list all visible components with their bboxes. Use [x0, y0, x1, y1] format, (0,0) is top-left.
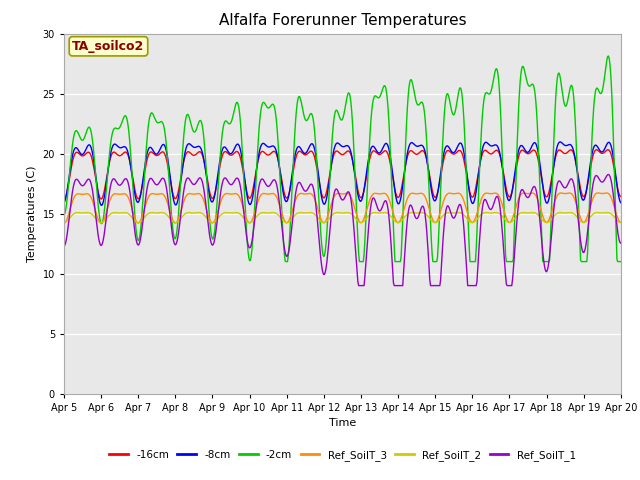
Ref_SoilT_1 [334, 188, 342, 193]
Ref_SoilT_2 [182, 210, 190, 216]
Legend: -16cm, -8cm, -2cm, Ref_SoilT_3, Ref_SoilT_2, Ref_SoilT_1: -16cm, -8cm, -2cm, Ref_SoilT_3, Ref_Soil… [105, 445, 580, 465]
Line: -16cm: -16cm [64, 150, 621, 199]
-2cm [182, 114, 190, 120]
-8cm [617, 200, 625, 205]
Ref_SoilT_3 [60, 220, 68, 226]
Ref_SoilT_1 [182, 177, 190, 183]
-2cm [60, 213, 68, 218]
X-axis label: Time: Time [329, 418, 356, 428]
Ref_SoilT_3 [603, 190, 611, 196]
Ref_SoilT_2 [60, 220, 68, 226]
-2cm [566, 84, 574, 90]
Ref_SoilT_2 [335, 210, 342, 216]
Text: TA_soilco2: TA_soilco2 [72, 40, 145, 53]
-8cm [389, 171, 397, 177]
-2cm [282, 259, 290, 264]
Ref_SoilT_1 [355, 283, 362, 288]
Ref_SoilT_2 [444, 210, 451, 216]
-16cm [604, 147, 611, 153]
-16cm [334, 148, 342, 154]
-2cm [335, 111, 342, 117]
Ref_SoilT_1 [444, 203, 451, 209]
-16cm [617, 193, 625, 199]
-8cm [568, 143, 575, 148]
-8cm [335, 141, 342, 146]
Y-axis label: Temperatures (C): Temperatures (C) [27, 165, 37, 262]
-2cm [389, 206, 397, 212]
Ref_SoilT_1 [60, 243, 68, 249]
-2cm [444, 91, 451, 96]
-8cm [557, 139, 564, 145]
-8cm [60, 200, 68, 205]
Ref_SoilT_3 [617, 219, 625, 225]
Ref_SoilT_3 [334, 191, 342, 196]
Ref_SoilT_1 [605, 171, 612, 177]
Ref_SoilT_3 [206, 217, 214, 223]
-8cm [183, 143, 191, 149]
Ref_SoilT_3 [443, 192, 451, 197]
-16cm [60, 196, 68, 202]
Ref_SoilT_2 [195, 210, 202, 216]
-2cm [617, 259, 625, 264]
-16cm [182, 151, 190, 156]
-2cm [206, 222, 214, 228]
Ref_SoilT_1 [206, 236, 214, 241]
Line: Ref_SoilT_3: Ref_SoilT_3 [64, 193, 621, 223]
Ref_SoilT_2 [566, 210, 574, 216]
Ref_SoilT_2 [207, 219, 215, 225]
Ref_SoilT_3 [182, 193, 190, 199]
Ref_SoilT_1 [617, 240, 625, 246]
Line: -8cm: -8cm [64, 142, 621, 205]
-16cm [206, 191, 214, 197]
Ref_SoilT_3 [566, 190, 573, 196]
Ref_SoilT_1 [566, 176, 574, 182]
Line: Ref_SoilT_1: Ref_SoilT_1 [64, 174, 621, 286]
-8cm [444, 143, 451, 149]
Line: Ref_SoilT_2: Ref_SoilT_2 [64, 213, 621, 223]
Ref_SoilT_1 [389, 267, 397, 273]
-16cm [388, 169, 396, 175]
-16cm [443, 148, 451, 154]
-2cm [605, 53, 612, 59]
Ref_SoilT_2 [389, 216, 397, 221]
Ref_SoilT_2 [617, 220, 625, 226]
Ref_SoilT_3 [388, 205, 396, 211]
-8cm [97, 203, 105, 208]
-16cm [566, 147, 573, 153]
Line: -2cm: -2cm [64, 56, 621, 262]
-8cm [207, 198, 215, 204]
Title: Alfalfa Forerunner Temperatures: Alfalfa Forerunner Temperatures [219, 13, 466, 28]
